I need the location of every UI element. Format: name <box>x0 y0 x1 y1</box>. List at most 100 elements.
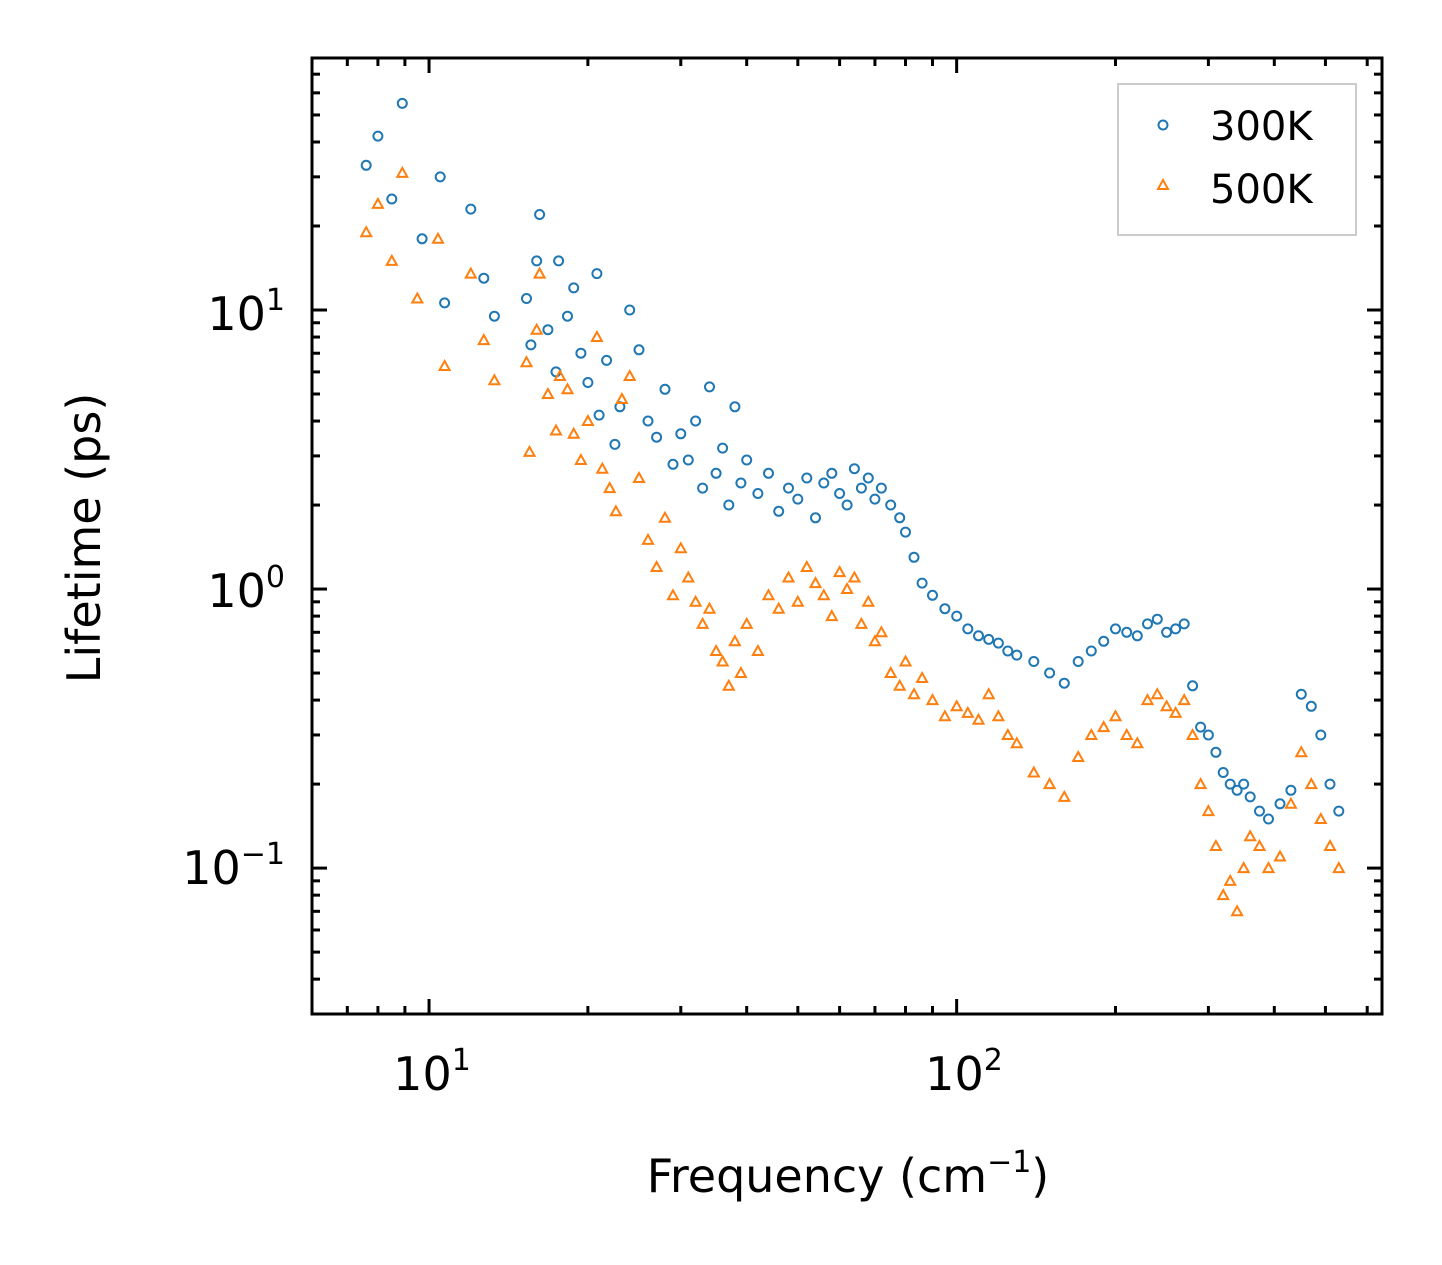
data-point-500k-69 <box>982 687 996 700</box>
svg-text:101: 101 <box>207 283 285 341</box>
data-point-300k-99 <box>1285 784 1297 796</box>
legend-marker-300k <box>1157 119 1169 131</box>
data-point-500k-12 <box>530 322 544 335</box>
data-point-300k-24 <box>609 438 621 450</box>
data-point-300k-68 <box>973 630 984 642</box>
y-tick-label-10: 101 <box>207 283 285 341</box>
data-point-500k-21 <box>590 329 604 342</box>
data-point-500k-68 <box>971 712 986 725</box>
data-point-300k-20 <box>582 377 594 388</box>
data-point-500k-97 <box>1261 861 1276 874</box>
major-ticks <box>312 58 1382 1014</box>
y-axis-label: Lifetime (ps) <box>57 393 111 684</box>
data-point-500k-3 <box>395 165 409 178</box>
data-point-500k-33 <box>681 570 695 583</box>
data-point-300k-9 <box>488 310 500 322</box>
data-point-300k-98 <box>1274 798 1286 810</box>
data-point-500k-86 <box>1177 693 1191 706</box>
data-point-300k-95 <box>1244 791 1256 803</box>
data-point-300k-17 <box>562 310 573 322</box>
legend-label-500k: 500K <box>1210 167 1314 213</box>
data-point-500k-37 <box>709 643 723 656</box>
data-point-300k-48 <box>801 472 813 484</box>
data-point-300k-45 <box>773 505 785 517</box>
data-point-500k-80 <box>1120 727 1134 740</box>
data-point-500k-4 <box>410 291 424 304</box>
data-point-500k-87 <box>1185 727 1200 740</box>
data-point-500k-39 <box>722 678 736 691</box>
data-point-300k-93 <box>1231 784 1243 796</box>
data-point-300k-62 <box>908 551 920 563</box>
data-point-500k-60 <box>893 678 907 691</box>
data-point-300k-36 <box>704 381 715 393</box>
data-point-500k-45 <box>772 601 786 614</box>
data-point-500k-42 <box>740 616 754 629</box>
data-point-300k-39 <box>723 499 735 511</box>
data-point-300k-88 <box>1195 721 1207 733</box>
data-point-500k-103 <box>1323 838 1337 851</box>
data-point-300k-92 <box>1224 778 1236 790</box>
data-point-500k-67 <box>961 705 975 718</box>
data-point-500k-104 <box>1332 861 1346 874</box>
data-point-300k-69 <box>983 633 995 645</box>
series-300k-points <box>360 97 1345 825</box>
data-point-300k-4 <box>416 233 428 245</box>
data-point-300k-0 <box>360 159 372 171</box>
data-point-300k-86 <box>1178 618 1190 630</box>
data-point-500k-30 <box>658 510 672 523</box>
data-point-300k-3 <box>396 97 408 109</box>
data-point-300k-10 <box>521 293 532 304</box>
data-point-500k-6 <box>437 358 452 371</box>
data-point-300k-35 <box>697 482 709 494</box>
data-point-500k-31 <box>666 588 680 601</box>
data-point-300k-97 <box>1263 813 1274 825</box>
data-point-300k-96 <box>1254 805 1265 817</box>
data-point-500k-76 <box>1071 749 1085 762</box>
data-point-500k-75 <box>1057 789 1071 802</box>
data-point-300k-55 <box>855 482 867 494</box>
data-point-300k-76 <box>1072 656 1084 667</box>
data-point-500k-17 <box>560 382 575 395</box>
data-point-300k-34 <box>690 415 702 427</box>
data-point-500k-53 <box>840 581 854 594</box>
legend: 300K 500K <box>1117 83 1357 236</box>
data-point-500k-73 <box>1027 765 1041 778</box>
x-tick-label-10: 101 <box>393 1043 471 1101</box>
svg-text:10−1: 10−1 <box>182 837 285 895</box>
data-point-500k-95 <box>1243 829 1257 842</box>
data-point-300k-58 <box>875 482 887 494</box>
data-point-300k-31 <box>667 458 679 470</box>
data-point-300k-43 <box>752 488 764 499</box>
data-point-300k-56 <box>862 472 874 484</box>
data-point-300k-91 <box>1217 767 1229 778</box>
data-point-500k-36 <box>702 601 717 614</box>
data-point-500k-91 <box>1216 888 1230 901</box>
data-point-500k-89 <box>1201 804 1216 817</box>
data-point-500k-32 <box>674 541 688 554</box>
data-point-500k-82 <box>1140 693 1155 706</box>
y-tick-label-10-exp: 1 <box>266 283 285 318</box>
data-point-300k-38 <box>717 442 729 454</box>
plot-frame <box>310 56 1384 1016</box>
data-point-300k-33 <box>682 454 694 466</box>
y-tick-label-1: 100 <box>207 560 285 618</box>
data-point-500k-23 <box>603 481 617 494</box>
data-point-300k-21 <box>591 268 603 280</box>
data-point-500k-70 <box>991 709 1006 722</box>
data-point-300k-8 <box>478 272 490 284</box>
data-point-300k-64 <box>927 589 938 601</box>
data-point-500k-51 <box>825 609 839 622</box>
data-point-300k-75 <box>1058 677 1070 689</box>
data-point-300k-11 <box>525 339 537 351</box>
data-point-500k-44 <box>761 588 776 601</box>
data-point-500k-20 <box>581 413 595 426</box>
data-point-500k-74 <box>1042 777 1057 790</box>
data-point-300k-40 <box>729 401 741 413</box>
svg-text:102: 102 <box>925 1043 1003 1101</box>
data-point-500k-7 <box>464 266 478 279</box>
data-point-300k-80 <box>1121 626 1133 638</box>
data-point-300k-85 <box>1170 623 1182 635</box>
data-point-500k-62 <box>907 687 921 700</box>
data-point-500k-77 <box>1084 727 1098 740</box>
data-point-300k-82 <box>1142 618 1153 630</box>
